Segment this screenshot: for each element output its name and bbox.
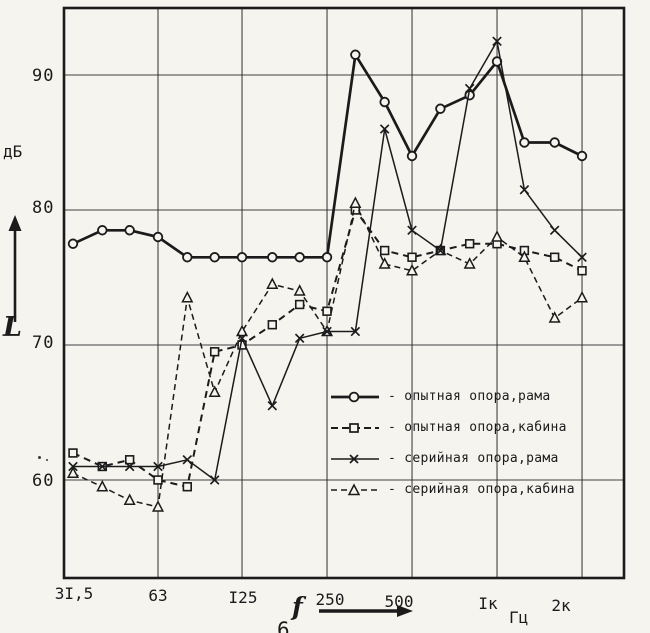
- cut-caption-fragment: 6: [277, 618, 290, 633]
- x-tick-125: I25: [228, 588, 258, 607]
- x-tick-500: 500: [384, 592, 414, 611]
- scan-speck: [46, 459, 48, 461]
- legend-label: - опытная опора,кабина: [388, 420, 567, 435]
- legend-sample-square-dashed-icon: [331, 422, 379, 433]
- legend-item-seriynaya-rama: - серийная опора,рама: [330, 443, 630, 474]
- x-tick-1k: Iк: [478, 594, 498, 613]
- y-tick-80: 80: [32, 198, 55, 218]
- legend-item-opytnaya-kabina: - опытная опора,кабина: [330, 412, 630, 443]
- legend-sample-x-solid-icon: [331, 453, 379, 464]
- legend-item-seriynaya-kabina: - серийная опора,кабина: [330, 474, 630, 505]
- x-tick-250: 250: [315, 590, 345, 609]
- legend-sample-circle-solid-icon: [331, 391, 379, 402]
- legend-item-opytnaya-rama: - опытная опора,рама: [330, 381, 630, 412]
- y-tick-70: 70: [32, 333, 55, 353]
- y-axis-unit: дБ: [3, 142, 23, 161]
- legend-label: - серийная опора,рама: [388, 451, 559, 466]
- legend-label: - серийная опора,кабина: [388, 482, 575, 497]
- y-tick-90: 90: [32, 66, 55, 86]
- x-axis-symbol: f: [292, 592, 303, 621]
- y-axis-arrow-icon: [8, 215, 22, 322]
- y-axis-symbol: L: [3, 312, 22, 343]
- x-tick-31_5: 3I,5: [54, 584, 94, 603]
- y-tick-60: 60: [32, 471, 55, 491]
- legend-sample-triangle-dashed-icon: [331, 482, 379, 495]
- legend: - опытная опора,рама - опытная опора,каб…: [330, 381, 630, 505]
- x-axis-arrow-icon: [319, 605, 413, 617]
- scan-speck: [38, 456, 41, 459]
- x-tick-2k: 2к: [551, 596, 571, 615]
- x-axis-unit: Гц: [509, 608, 529, 627]
- x-tick-63: 63: [148, 586, 168, 605]
- legend-label: - опытная опора,рама: [388, 389, 551, 404]
